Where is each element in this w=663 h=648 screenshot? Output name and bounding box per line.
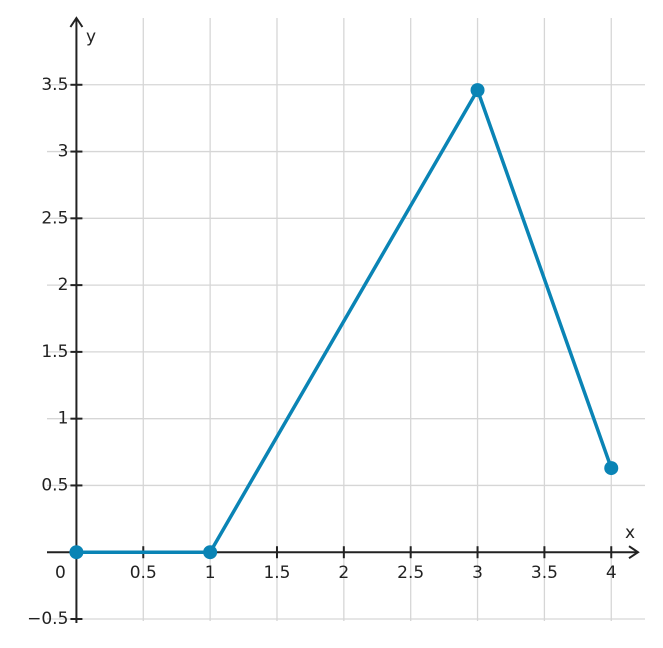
y-tick-label: 1.5 [41, 342, 68, 362]
y-tick-label: 3.5 [41, 75, 68, 95]
x-tick-label: 0.5 [130, 563, 157, 583]
data-point [69, 545, 84, 560]
x-tick-label: 3.5 [531, 563, 558, 583]
x-tick-label: 2.5 [397, 563, 424, 583]
y-axis-label: y [86, 27, 96, 47]
y-tick-label: 1 [58, 409, 69, 429]
y-tick-label: −0.5 [27, 609, 68, 629]
x-axis-arrow [628, 545, 640, 560]
data-point [470, 83, 485, 98]
x-tick-label: 2 [338, 563, 349, 583]
y-tick-label: 2 [58, 275, 69, 295]
y-axis-arrow [69, 16, 84, 28]
x-tick-label: 0 [55, 563, 66, 583]
data-point [203, 545, 218, 560]
x-tick-label: 4 [606, 563, 617, 583]
x-tick-label: 1.5 [263, 563, 290, 583]
data-point [604, 461, 619, 476]
x-axis-label: x [625, 523, 635, 543]
data-line [76, 88, 613, 554]
y-tick-label: 3 [58, 142, 69, 162]
y-tick-label: 0.5 [41, 475, 68, 495]
y-tick-label: 2.5 [41, 208, 68, 228]
x-tick-label: 1 [205, 563, 216, 583]
x-tick-label: 3 [472, 563, 483, 583]
